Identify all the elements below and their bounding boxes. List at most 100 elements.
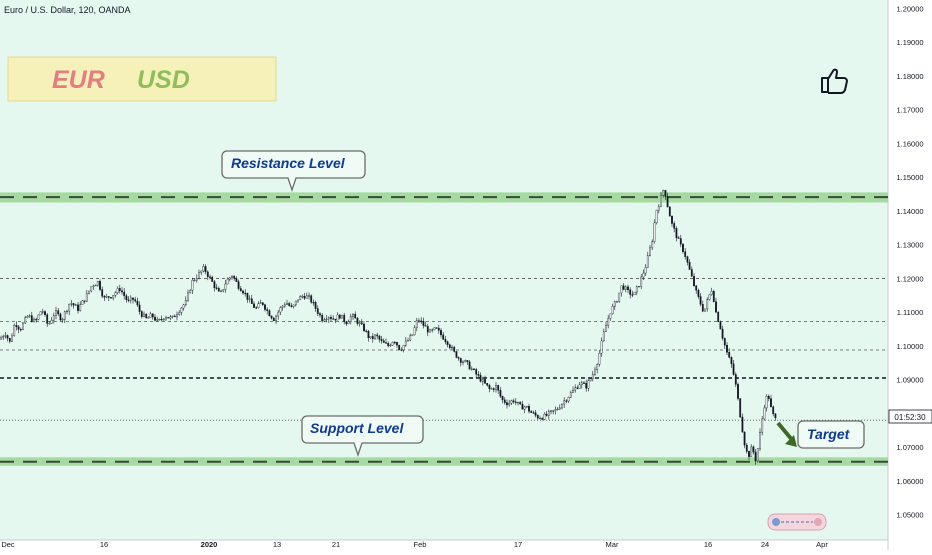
candle bbox=[61, 317, 64, 323]
candle bbox=[673, 221, 676, 233]
candle bbox=[686, 255, 689, 266]
candle bbox=[655, 209, 658, 225]
candle bbox=[380, 335, 383, 344]
candle bbox=[195, 274, 198, 283]
x-tick-label: 16 bbox=[100, 540, 108, 549]
candle bbox=[55, 306, 57, 320]
candle bbox=[334, 318, 337, 324]
candle bbox=[664, 189, 667, 200]
candle bbox=[578, 382, 581, 390]
candle bbox=[167, 317, 170, 319]
candle bbox=[127, 296, 130, 303]
candle bbox=[138, 301, 141, 315]
candle bbox=[308, 292, 310, 300]
candle bbox=[457, 356, 460, 361]
candle bbox=[629, 287, 632, 299]
candle bbox=[589, 377, 592, 382]
y-tick-label: 1.17000 bbox=[896, 106, 923, 115]
current-price-tag: 01:52:30 bbox=[888, 409, 932, 424]
resistance-label-text: Resistance Level bbox=[231, 155, 346, 171]
candle bbox=[204, 264, 207, 275]
y-tick-label: 1.07000 bbox=[896, 443, 923, 452]
candle bbox=[26, 314, 29, 319]
candle bbox=[279, 305, 282, 316]
candle bbox=[281, 305, 284, 311]
candle bbox=[671, 215, 673, 227]
candle bbox=[151, 313, 154, 320]
candle bbox=[723, 337, 726, 349]
candle bbox=[763, 404, 766, 421]
candle bbox=[294, 300, 297, 307]
candle bbox=[475, 367, 478, 378]
candle bbox=[710, 287, 713, 296]
candle bbox=[444, 336, 447, 345]
candle bbox=[433, 327, 436, 331]
candle bbox=[490, 387, 493, 390]
candle bbox=[567, 396, 570, 403]
candle bbox=[734, 372, 737, 388]
candle bbox=[596, 363, 599, 374]
candle bbox=[220, 289, 222, 293]
candle bbox=[554, 406, 557, 415]
candle bbox=[721, 325, 724, 341]
candle bbox=[642, 269, 645, 281]
y-tick-label: 1.19000 bbox=[896, 38, 923, 47]
candle bbox=[437, 324, 440, 334]
candle bbox=[473, 368, 475, 371]
candle bbox=[316, 305, 319, 316]
candle bbox=[510, 399, 513, 405]
support-label-text: Support Level bbox=[310, 420, 404, 436]
candle bbox=[136, 297, 139, 308]
y-tick-label: 1.16000 bbox=[896, 139, 923, 148]
candle bbox=[618, 292, 621, 303]
candle bbox=[569, 390, 572, 398]
candle bbox=[484, 375, 486, 384]
candle bbox=[343, 312, 346, 325]
candle bbox=[598, 349, 601, 367]
candle bbox=[556, 406, 559, 411]
candle bbox=[679, 234, 682, 248]
candle bbox=[259, 299, 262, 304]
candle bbox=[387, 341, 390, 348]
candle bbox=[6, 334, 9, 342]
candle bbox=[616, 300, 618, 303]
thumbs-up-icon bbox=[821, 68, 848, 94]
candle bbox=[580, 380, 583, 389]
candle bbox=[446, 340, 449, 348]
candle bbox=[8, 337, 11, 344]
candle bbox=[530, 410, 533, 413]
candle bbox=[715, 297, 717, 314]
candle bbox=[286, 299, 288, 306]
x-tick-label: 13 bbox=[273, 540, 281, 549]
candle bbox=[77, 301, 79, 314]
candle bbox=[539, 415, 541, 420]
candle bbox=[94, 284, 97, 287]
candle bbox=[442, 331, 445, 340]
candle bbox=[107, 296, 110, 301]
time-axis-labels: Dec 16 2020 13 21 Feb 17 Mar 16 24 Apr bbox=[1, 540, 828, 549]
currency-badge: EUR USD bbox=[7, 56, 277, 102]
candle bbox=[693, 273, 695, 287]
candle bbox=[2, 334, 5, 340]
candle bbox=[288, 301, 291, 307]
candle bbox=[759, 428, 761, 452]
candle bbox=[662, 189, 665, 198]
candle bbox=[30, 311, 33, 323]
candle bbox=[96, 280, 99, 287]
candle bbox=[532, 410, 535, 414]
candle bbox=[517, 401, 519, 406]
y-tick-label: 1.05000 bbox=[896, 511, 923, 520]
candle bbox=[213, 280, 216, 292]
x-tick-label: Mar bbox=[606, 540, 619, 549]
candle bbox=[143, 311, 145, 318]
y-tick-label: 1.18000 bbox=[896, 72, 923, 81]
candle bbox=[418, 318, 420, 324]
candle bbox=[158, 318, 161, 321]
candle bbox=[624, 285, 627, 293]
candle bbox=[360, 319, 363, 325]
candle bbox=[171, 315, 174, 319]
candle bbox=[741, 413, 744, 433]
candle bbox=[354, 311, 357, 319]
